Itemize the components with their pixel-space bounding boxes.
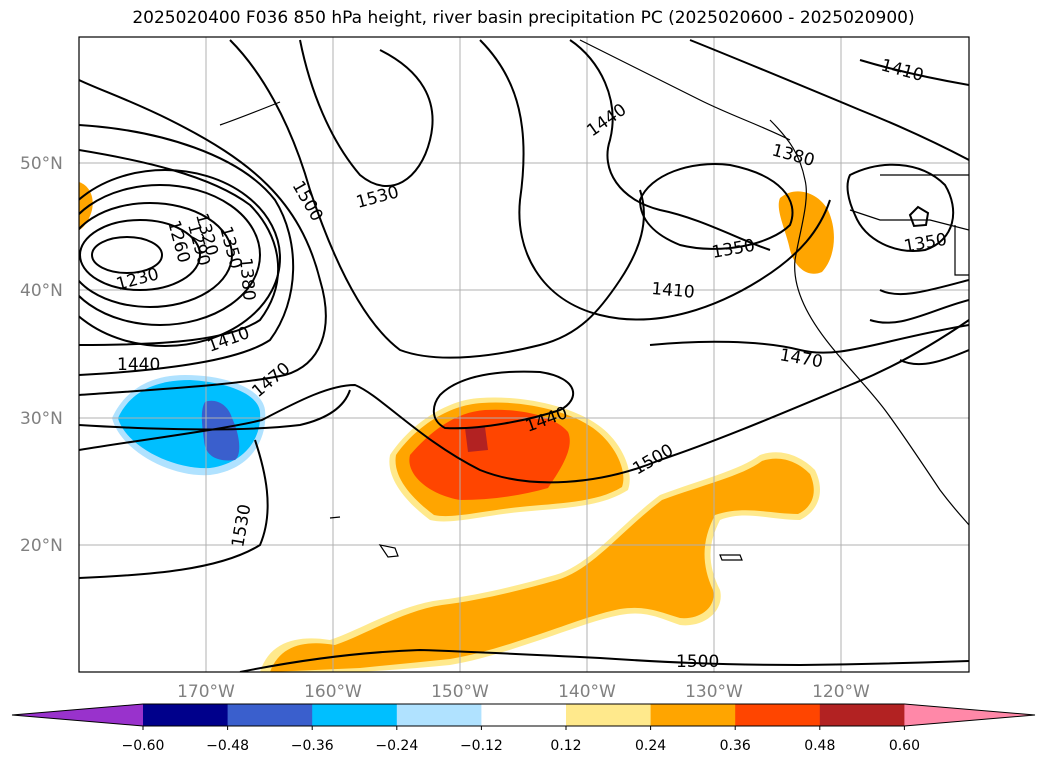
colorbar-tick-label: −0.36 bbox=[291, 738, 334, 754]
lon-label-150w: 150°W bbox=[431, 682, 489, 702]
contour-labels: 1230 1260 1290 1320 1350 1380 1410 1440 … bbox=[114, 56, 948, 672]
colorbar-tick-label: 0.12 bbox=[550, 738, 581, 754]
colorbar-tick-label: −0.60 bbox=[122, 738, 165, 754]
southern-precip-band-mid bbox=[270, 458, 814, 672]
contour-label-1380: 1380 bbox=[235, 257, 259, 302]
colorbar-segment bbox=[396, 704, 482, 726]
map-frame bbox=[78, 36, 970, 673]
lon-label-140w: 140°W bbox=[558, 682, 616, 702]
longitude-labels: 170°W 160°W 150°W 140°W 130°W 120°W bbox=[177, 682, 870, 702]
lon-label-160w: 160°W bbox=[304, 682, 362, 702]
colorbar-arrow-low bbox=[12, 704, 143, 726]
colorbar-tick-label: −0.24 bbox=[375, 738, 418, 754]
lon-label-170w: 170°W bbox=[177, 682, 235, 702]
contour-label-1500-south: 1500 bbox=[676, 652, 719, 672]
west-edge-precip bbox=[79, 182, 93, 230]
colorbar-tick-label: −0.48 bbox=[206, 738, 249, 754]
contour-label-1470-east: 1470 bbox=[778, 345, 824, 372]
colorbar-segment bbox=[227, 704, 313, 726]
colorbar-segment bbox=[481, 704, 567, 726]
colorbar-segment bbox=[650, 704, 736, 726]
colorbar-tick-label: 0.60 bbox=[889, 738, 920, 754]
height-contours bbox=[79, 39, 969, 672]
contour-label-1410-ne: 1410 bbox=[879, 56, 926, 87]
colorbar-segment bbox=[819, 704, 905, 726]
colorbar-segment bbox=[735, 704, 821, 726]
contour-label-1500-central: 1500 bbox=[630, 440, 677, 479]
lat-label-30n: 30°N bbox=[20, 409, 63, 429]
coastlines bbox=[219, 39, 969, 561]
colorbar-arrow-high bbox=[904, 704, 1035, 726]
contour-label-1530-north: 1530 bbox=[354, 182, 401, 213]
colorbar-segment bbox=[143, 704, 229, 726]
colorbar-tick-label: −0.12 bbox=[460, 738, 503, 754]
colorbar-tick-labels: −0.60 −0.48 −0.36 −0.24 −0.12 0.12 0.24 0.36 0.4… bbox=[122, 726, 920, 754]
lon-label-130w: 130°W bbox=[685, 682, 743, 702]
contour-label-1440-ne: 1440 bbox=[583, 100, 630, 141]
contour-label-1470: 1470 bbox=[248, 359, 294, 402]
colorbar-tick-label: 0.36 bbox=[720, 738, 751, 754]
map-title: 2025020400 F036 850 hPa height, river ba… bbox=[132, 8, 915, 28]
positive-precip-peak bbox=[465, 427, 488, 452]
contour-label-1350-east: 1350 bbox=[710, 236, 756, 263]
lat-label-50n: 50°N bbox=[20, 154, 63, 174]
contour-label-1530-south: 1530 bbox=[228, 503, 255, 549]
colorbar-segment bbox=[312, 704, 398, 726]
negative-precip-strong bbox=[201, 400, 240, 461]
colorbar-tick-label: 0.48 bbox=[804, 738, 835, 754]
lon-label-120w: 120°W bbox=[812, 682, 870, 702]
colorbar bbox=[11, 703, 1036, 727]
contour-label-1440: 1440 bbox=[117, 355, 160, 375]
colorbar-tick-label: 0.24 bbox=[635, 738, 666, 754]
contour-label-1350-ne: 1350 bbox=[902, 230, 948, 257]
colorbar-segment bbox=[566, 704, 652, 726]
positive-precip-strong bbox=[409, 409, 570, 500]
map-layer: 1230 1260 1290 1320 1350 1380 1410 1440 … bbox=[79, 37, 969, 672]
contour-label-1380: 1380 bbox=[770, 141, 817, 172]
contour-label-1410-east: 1410 bbox=[651, 279, 696, 303]
lat-label-20n: 20°N bbox=[20, 536, 63, 556]
latitude-labels: 50°N 40°N 30°N 20°N bbox=[20, 154, 63, 556]
lat-label-40n: 40°N bbox=[20, 281, 63, 301]
